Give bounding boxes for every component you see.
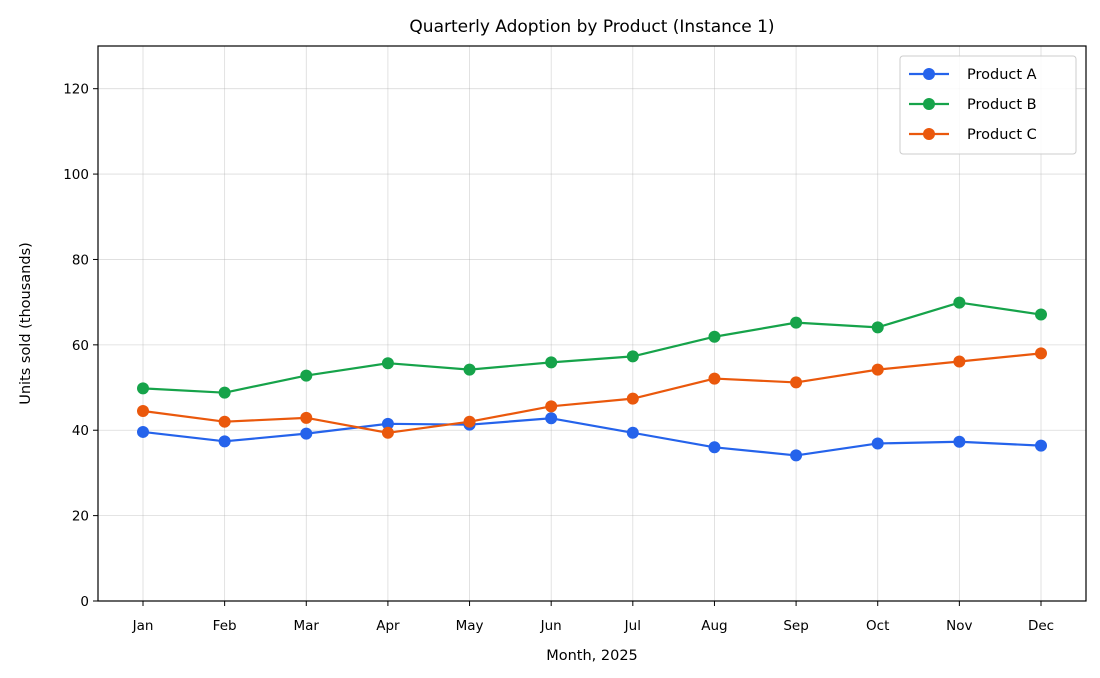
series-line xyxy=(142,352,1042,434)
x-tick-label: Feb xyxy=(213,618,237,634)
y-tick-label: 40 xyxy=(72,423,89,439)
data-point xyxy=(137,405,149,418)
data-point xyxy=(708,441,721,454)
y-tick-label: 120 xyxy=(63,82,89,98)
y-tick-label: 0 xyxy=(80,594,89,610)
x-tick-label: Jan xyxy=(132,618,154,634)
x-tick-label: Aug xyxy=(701,618,727,634)
data-point xyxy=(708,372,721,385)
legend-marker xyxy=(923,98,935,110)
y-tick-label: 100 xyxy=(63,167,89,183)
legend-marker xyxy=(923,68,935,80)
data-point xyxy=(626,426,639,439)
data-point xyxy=(790,449,803,462)
data-point xyxy=(300,411,313,424)
x-tick-label: Apr xyxy=(376,618,400,634)
data-point xyxy=(218,435,231,448)
x-axis-title: Month, 2025 xyxy=(546,648,638,664)
data-point xyxy=(708,330,721,343)
data-point xyxy=(953,355,966,368)
series-line xyxy=(142,301,1042,394)
legend-marker xyxy=(923,128,935,140)
series-layer xyxy=(137,296,1047,462)
legend: Product A Product B Product C xyxy=(899,55,1077,155)
data-point xyxy=(790,376,803,389)
data-point xyxy=(463,415,476,428)
x-tick-label: Sep xyxy=(783,618,808,634)
data-point xyxy=(545,400,558,413)
data-point xyxy=(790,316,803,329)
x-tick-label: May xyxy=(456,618,484,634)
data-point xyxy=(381,357,394,370)
data-point xyxy=(871,363,884,376)
legend-label: Product A xyxy=(967,67,1037,83)
x-tick-label: Oct xyxy=(866,618,889,634)
data-point xyxy=(545,356,558,369)
legend-label: Product C xyxy=(967,127,1037,143)
x-tick-label: Jul xyxy=(624,618,641,634)
data-point xyxy=(1035,308,1047,321)
x-axis: Jan Feb Mar Apr May Jun Jul Aug Sep Oct Nov Dec xyxy=(132,601,1054,634)
data-point xyxy=(1035,439,1047,452)
data-point xyxy=(300,427,313,440)
y-axis-title: Units sold (thousands) xyxy=(18,242,34,405)
data-point xyxy=(626,392,639,405)
y-tick-label: 60 xyxy=(72,338,89,354)
x-tick-label: Nov xyxy=(946,618,972,634)
data-point xyxy=(137,425,149,438)
data-point xyxy=(463,363,476,376)
data-point xyxy=(953,435,966,448)
data-point xyxy=(1035,347,1047,360)
data-point xyxy=(626,350,639,363)
data-point xyxy=(300,369,313,382)
y-axis: 0 20 40 60 80 100 120 xyxy=(63,82,98,610)
series-line xyxy=(142,417,1042,457)
legend-label: Product B xyxy=(967,97,1037,113)
data-point xyxy=(218,386,231,399)
plot-frame xyxy=(97,45,1087,602)
legend-box xyxy=(899,55,1077,155)
data-point xyxy=(953,296,966,309)
x-tick-label: Jun xyxy=(540,618,562,634)
data-point xyxy=(871,437,884,450)
data-point xyxy=(218,415,231,428)
data-point xyxy=(545,412,558,425)
data-point xyxy=(871,321,884,334)
data-point xyxy=(137,382,149,395)
data-point xyxy=(381,426,394,439)
series-product-b xyxy=(137,296,1047,399)
y-tick-label: 80 xyxy=(72,252,89,268)
chart-title: Quarterly Adoption by Product (Instance … xyxy=(409,17,774,37)
y-tick-label: 20 xyxy=(72,509,89,525)
x-tick-label: Dec xyxy=(1028,618,1054,634)
series-product-c xyxy=(137,347,1047,439)
x-tick-label: Mar xyxy=(294,618,320,634)
data-point xyxy=(381,417,394,430)
